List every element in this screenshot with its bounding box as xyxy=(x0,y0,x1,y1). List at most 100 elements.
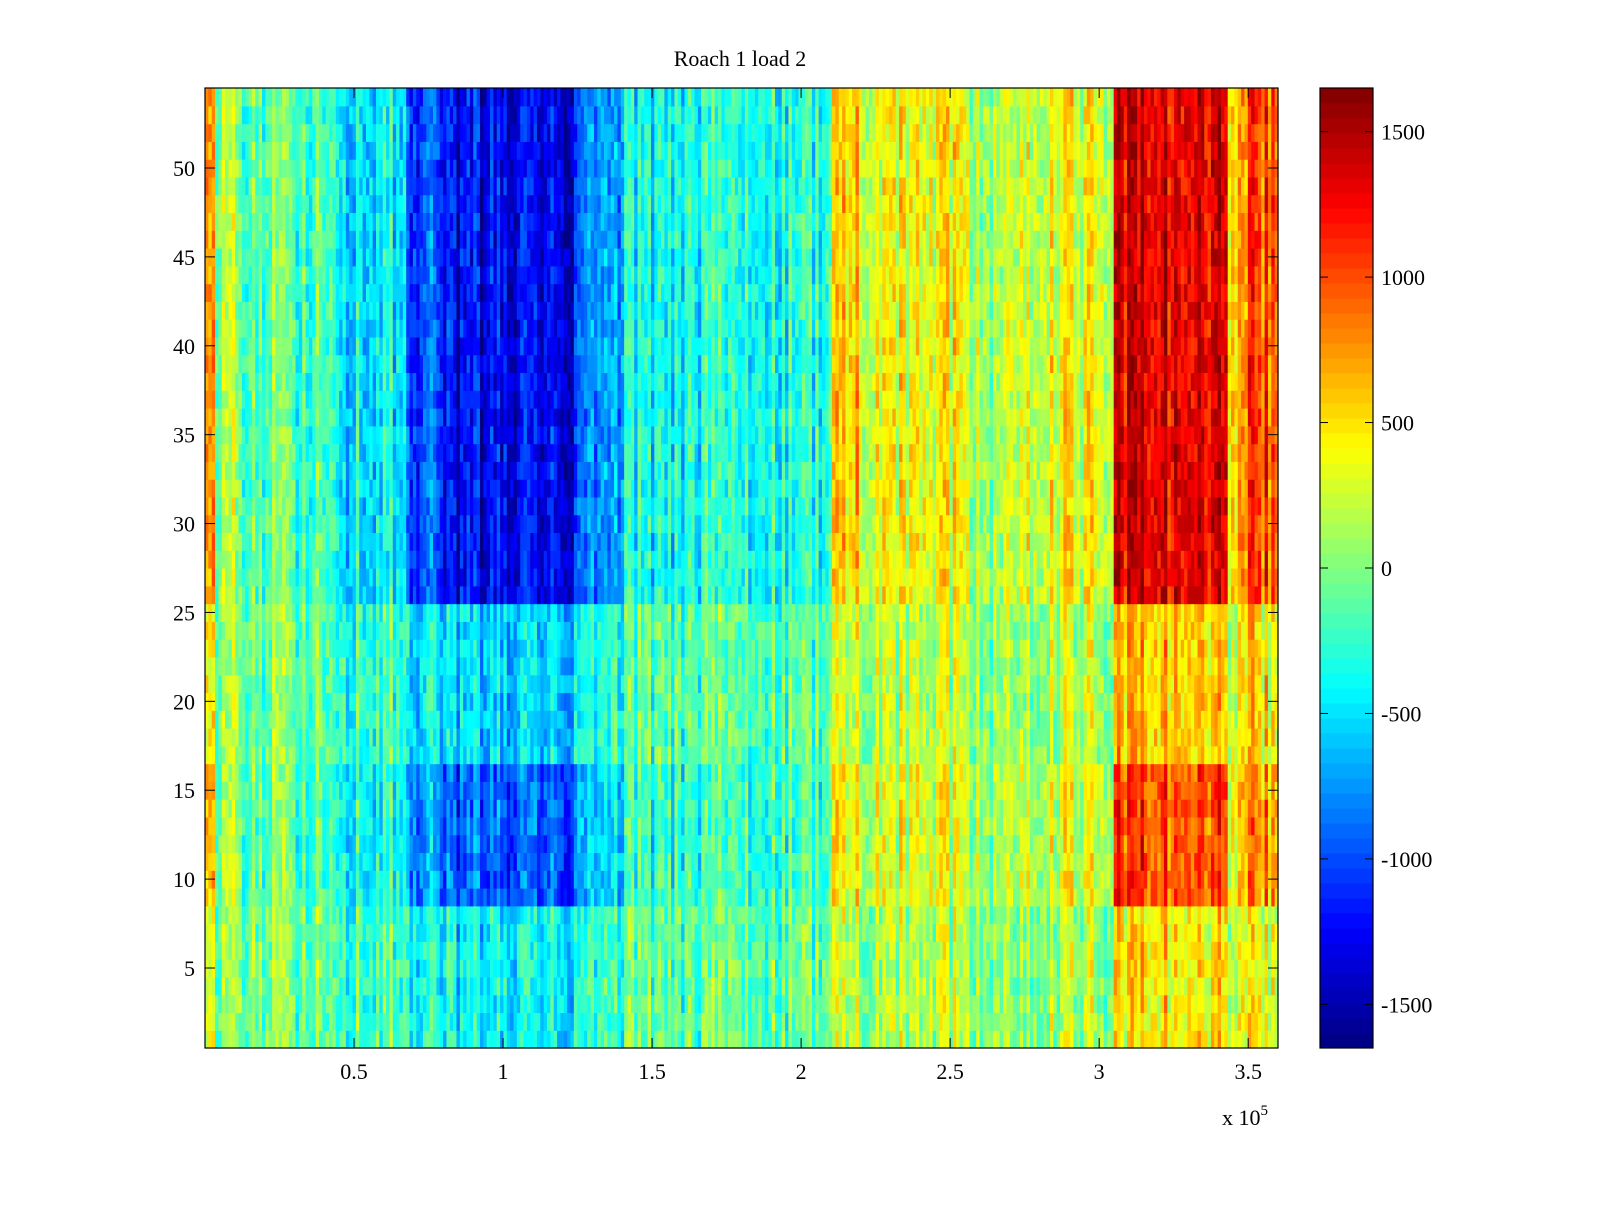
heatmap-cell xyxy=(325,888,330,907)
heatmap-cell xyxy=(1110,923,1115,942)
heatmap-cell xyxy=(392,941,397,960)
heatmap-cell xyxy=(701,1012,706,1031)
heatmap-cell xyxy=(1207,888,1212,907)
heatmap-cell xyxy=(315,1030,320,1049)
heatmap-cell xyxy=(932,959,937,978)
heatmap-cell xyxy=(661,834,665,854)
heatmap-cell xyxy=(1133,994,1138,1014)
heatmap-cell xyxy=(1093,941,1098,960)
heatmap-cell xyxy=(657,941,662,960)
heatmap-cell xyxy=(1080,959,1085,978)
heatmap-cell xyxy=(325,781,330,800)
heatmap-cell xyxy=(1086,994,1091,1014)
heatmap-cell xyxy=(359,852,364,871)
heatmap-cell xyxy=(221,976,226,996)
heatmap-cell xyxy=(453,1030,458,1049)
heatmap-cell xyxy=(714,994,719,1014)
heatmap-cell xyxy=(671,799,676,818)
heatmap-cell xyxy=(349,870,354,889)
heatmap-cell xyxy=(392,816,397,836)
heatmap-cell xyxy=(956,1012,961,1031)
heatmap-cell xyxy=(433,976,437,996)
heatmap-cell xyxy=(1207,834,1212,854)
heatmap-cell xyxy=(251,852,256,871)
heatmap-cell xyxy=(617,1030,622,1049)
heatmap-cell xyxy=(466,941,471,960)
heatmap-cell xyxy=(1271,1012,1276,1031)
heatmap-cell xyxy=(412,1030,417,1049)
heatmap-cell xyxy=(570,994,575,1014)
heatmap-cell xyxy=(506,994,511,1014)
heatmap-cell xyxy=(235,1012,240,1031)
heatmap-cell xyxy=(1160,941,1165,960)
heatmap-cell xyxy=(664,941,669,960)
heatmap-cell xyxy=(392,870,397,889)
heatmap-cell xyxy=(1194,1012,1199,1031)
heatmap-cell xyxy=(1190,941,1195,960)
heatmap-cell xyxy=(667,994,672,1014)
heatmap-cell xyxy=(1271,923,1276,942)
heatmap-cell xyxy=(624,1030,629,1049)
heatmap-cell xyxy=(691,781,696,800)
heatmap-cell xyxy=(1217,959,1222,978)
heatmap-cell xyxy=(996,959,1001,978)
heatmap-cell xyxy=(376,1012,380,1031)
heatmap-cell xyxy=(523,994,528,1014)
heatmap-cell xyxy=(238,941,243,960)
heatmap-cell xyxy=(1073,994,1078,1014)
heatmap-cell xyxy=(1117,959,1121,978)
heatmap-cell xyxy=(262,763,266,782)
heatmap-cell xyxy=(560,1012,565,1031)
heatmap-cell xyxy=(1140,994,1145,1014)
heatmap-cell xyxy=(939,994,944,1014)
heatmap-cell xyxy=(637,976,642,996)
heatmap-cell xyxy=(714,834,719,854)
heatmap-cell xyxy=(691,852,696,871)
heatmap-cell xyxy=(486,941,491,960)
heatmap-cell xyxy=(510,1030,515,1049)
heatmap-cell xyxy=(1264,959,1269,978)
heatmap-cell xyxy=(329,994,334,1014)
heatmap-cell xyxy=(647,799,652,818)
heatmap-cell xyxy=(1100,923,1105,942)
heatmap-cell xyxy=(1063,994,1068,1014)
heatmap-cell xyxy=(1227,994,1232,1014)
heatmap-cell xyxy=(1153,941,1158,960)
heatmap-cell xyxy=(446,923,451,942)
heatmap-cell xyxy=(828,976,833,996)
heatmap-cell xyxy=(1019,994,1024,1014)
heatmap-cell xyxy=(1271,888,1276,907)
heatmap-cell xyxy=(342,976,347,996)
heatmap-cell xyxy=(402,852,407,871)
heatmap-cell xyxy=(838,941,843,960)
heatmap-cell xyxy=(1207,852,1212,871)
heatmap-cell xyxy=(671,959,676,978)
heatmap-cell xyxy=(600,941,605,960)
heatmap-cell xyxy=(781,941,786,960)
heatmap-cell xyxy=(422,1012,427,1031)
heatmap-cell xyxy=(560,994,565,1014)
heatmap-cell xyxy=(734,852,739,871)
heatmap-cell xyxy=(999,959,1004,978)
chart-title: Roach 1 load 2 xyxy=(674,46,807,71)
heatmap-cell xyxy=(1184,941,1189,960)
heatmap-cell xyxy=(681,799,686,818)
heatmap-cell xyxy=(976,941,981,960)
heatmap-cell xyxy=(1103,941,1108,960)
heatmap-cell xyxy=(567,976,572,996)
heatmap-cell xyxy=(272,905,277,925)
heatmap-cell xyxy=(959,905,964,925)
heatmap-cell xyxy=(818,959,823,978)
heatmap-cell xyxy=(614,959,619,978)
heatmap-cell xyxy=(1076,994,1081,1014)
heatmap-cell xyxy=(912,959,917,978)
heatmap-cell xyxy=(1190,1012,1195,1031)
heatmap-cell xyxy=(208,1030,213,1049)
heatmap-cell xyxy=(781,1030,786,1049)
heatmap-cell xyxy=(241,781,246,800)
heatmap-cell xyxy=(1076,834,1081,854)
heatmap-cell xyxy=(1217,976,1222,996)
heatmap-cell xyxy=(1080,941,1085,960)
heatmap-cell xyxy=(875,994,880,1014)
heatmap-cell xyxy=(262,870,266,889)
